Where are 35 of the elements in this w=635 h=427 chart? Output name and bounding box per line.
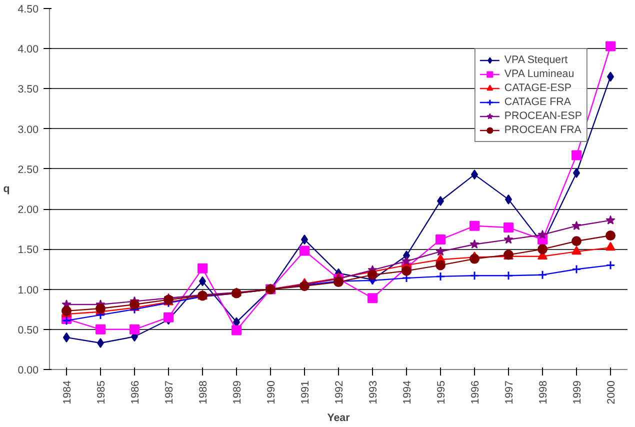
x-tick-label: 1984 <box>62 380 74 404</box>
x-tick-label: 1986 <box>130 380 142 404</box>
legend-label: VPA Stequert <box>504 53 568 67</box>
legend-label: PROCEAN FRA <box>504 123 582 137</box>
legend-label: CATAGE FRA <box>504 95 571 109</box>
legend-label: VPA Lumineau <box>504 67 574 81</box>
x-tick-label: 1988 <box>198 380 210 404</box>
x-tick-label: 1996 <box>470 380 482 404</box>
y-axis-title: q <box>3 183 10 195</box>
y-tick-label: 3.50 <box>18 84 39 96</box>
y-tick-label: 1.50 <box>18 244 39 256</box>
x-tick-label: 1991 <box>300 380 312 404</box>
x-tick-label: 1990 <box>266 380 278 404</box>
legend-label: PROCEAN-ESP <box>504 109 582 123</box>
x-tick-label: 1998 <box>538 380 550 404</box>
y-tick-label: 0.50 <box>18 324 39 336</box>
x-tick-label: 1992 <box>334 380 346 404</box>
x-tick-label: 1994 <box>402 380 414 404</box>
x-tick-label: 1985 <box>96 380 108 404</box>
y-tick-label: 1.00 <box>18 284 39 296</box>
x-tick-label: 1987 <box>164 380 176 404</box>
x-tick-label: 2000 <box>606 380 618 404</box>
y-tick-label: 2.00 <box>18 204 39 216</box>
y-tick-label: 3.00 <box>18 124 39 136</box>
x-tick-label: 1989 <box>232 380 244 404</box>
y-tick-label: 2.50 <box>18 164 39 176</box>
legend-label: CATAGE-ESP <box>504 81 572 95</box>
y-tick-label: 4.00 <box>18 44 39 56</box>
x-tick-label: 1995 <box>436 380 448 404</box>
x-tick-label: 1999 <box>572 380 584 404</box>
x-tick-label: 1993 <box>368 380 380 404</box>
x-tick-label: 1997 <box>504 380 516 404</box>
y-tick-label: 0.00 <box>18 364 39 376</box>
x-axis-title: Year <box>327 412 350 424</box>
y-tick-label: 4.50 <box>18 4 39 16</box>
